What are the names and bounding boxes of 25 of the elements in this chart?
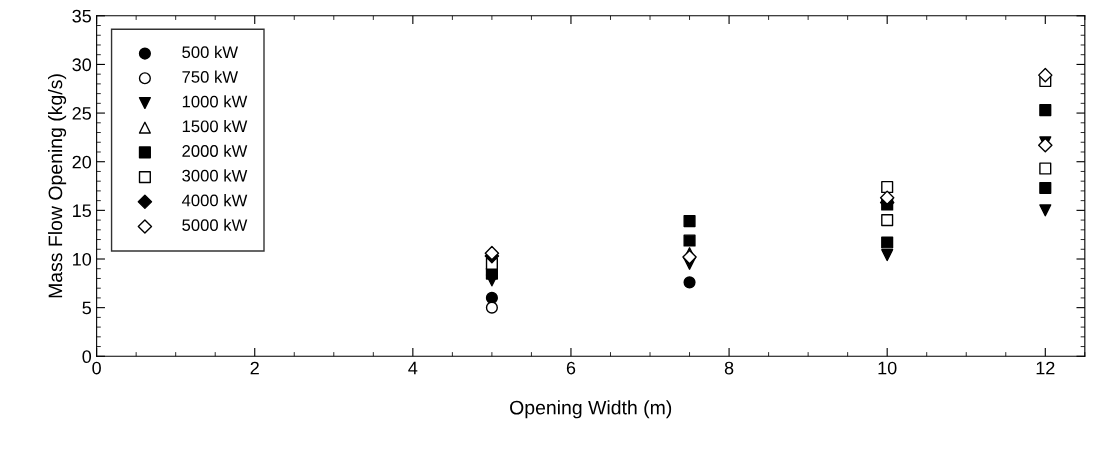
legend-label: 4000 kW: [181, 194, 248, 207]
x-tick-label: 8: [724, 361, 734, 375]
y-axis-title: Mass Flow Opening (kg/s): [48, 74, 67, 298]
legend-label: 3000 kW: [182, 169, 248, 182]
y-tick-label: 5: [82, 301, 92, 315]
legend-label: 750 kW: [182, 70, 239, 83]
x-tick-label: 12: [1036, 361, 1055, 375]
x-tick-label: 10: [878, 361, 897, 375]
y-tick-label: 0: [82, 350, 92, 364]
y-tick-label: 20: [72, 155, 92, 169]
legend-label: 5000 kW: [182, 218, 248, 232]
y-tick-label: 10: [73, 252, 92, 266]
x-tick-label: 2: [250, 361, 259, 375]
x-tick-label: 4: [408, 361, 418, 375]
y-tick-label: 30: [72, 58, 92, 72]
x-tick-label: 6: [566, 361, 576, 375]
x-tick-label: 0: [92, 361, 101, 375]
legend-label: 2000 kW: [182, 144, 248, 157]
y-tick-label: 35: [72, 9, 92, 23]
legend-label: 1000 kW: [182, 95, 248, 108]
legend-label: 500 kW: [182, 45, 239, 59]
legend-label: 1500 kW: [182, 119, 248, 133]
y-tick-label: 25: [72, 107, 92, 120]
y-tick-label: 15: [73, 204, 92, 218]
x-axis-title: Opening Width (m): [510, 400, 672, 419]
